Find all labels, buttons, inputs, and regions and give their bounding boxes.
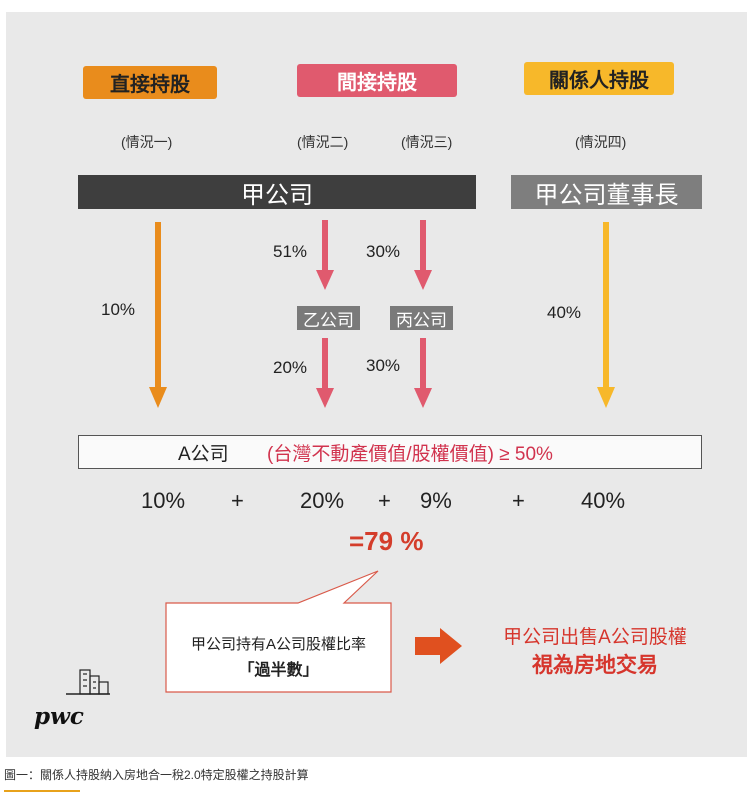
chairman-arrow — [597, 222, 615, 408]
parent-to-bing-arrow — [414, 220, 432, 290]
target-company-name: A公司 — [178, 443, 229, 465]
sum-term-2: 20% — [300, 488, 345, 513]
parent-company-bar: 甲公司 — [78, 175, 476, 209]
parent-to-bing-pct: 30% — [366, 242, 401, 261]
sum-plus-3: + — [512, 488, 525, 513]
indirect-holding-label: 間接持股 — [297, 64, 457, 97]
result-line-1: 甲公司出售A公司股權 — [503, 627, 687, 648]
building-icon — [66, 669, 110, 695]
callout-line-1: 甲公司持有A公司股權比率 — [190, 636, 366, 653]
sum-term-4: 40% — [581, 488, 626, 513]
case-2-label: (情況二) — [297, 134, 349, 150]
figure-caption: 圖一：關係人持股納入房地合一稅2.0特定股權之持股計算 — [4, 768, 309, 782]
company-yi-label: 乙公司 — [297, 306, 360, 330]
pwc-logo: pwc — [34, 703, 84, 730]
direct-holding-pct: 10% — [101, 300, 136, 319]
callout-line-2: 「過半數」 — [238, 662, 319, 679]
yi-to-a-pct: 20% — [273, 358, 308, 377]
case-4-label: (情況四) — [575, 134, 627, 150]
caption-underline — [4, 790, 80, 792]
direct-arrow — [149, 222, 167, 408]
parent-to-yi-arrow — [316, 220, 334, 290]
bing-to-a-arrow — [414, 338, 432, 408]
chairman-holding-pct: 40% — [547, 303, 582, 322]
parent-to-yi-pct: 51% — [273, 242, 308, 261]
case-3-label: (情況三) — [401, 134, 453, 150]
company-bing-label: 丙公司 — [390, 306, 453, 330]
bing-to-a-pct: 30% — [366, 356, 401, 375]
sum-term-1: 10% — [141, 488, 186, 513]
direct-holding-label: 直接持股 — [83, 66, 217, 99]
target-company-box: A公司 (台灣不動產價值/股權價值) ≥ 50% — [78, 435, 702, 469]
sum-plus-2: + — [378, 488, 391, 513]
target-company-condition: (台灣不動產價值/股權價值) ≥ 50% — [267, 443, 553, 465]
related-party-holding-label: 關係人持股 — [524, 62, 674, 95]
callout-bubble — [165, 570, 392, 693]
result-arrow — [415, 628, 462, 664]
case-1-label: (情況一) — [121, 134, 173, 150]
sum-term-3: 9% — [420, 488, 452, 513]
chairman-bar: 甲公司董事長 — [511, 175, 702, 209]
result-line-2: 視為房地交易 — [532, 654, 658, 677]
total-holding: =79 % — [349, 526, 424, 556]
sum-plus-1: + — [231, 488, 244, 513]
yi-to-a-arrow — [316, 338, 334, 408]
